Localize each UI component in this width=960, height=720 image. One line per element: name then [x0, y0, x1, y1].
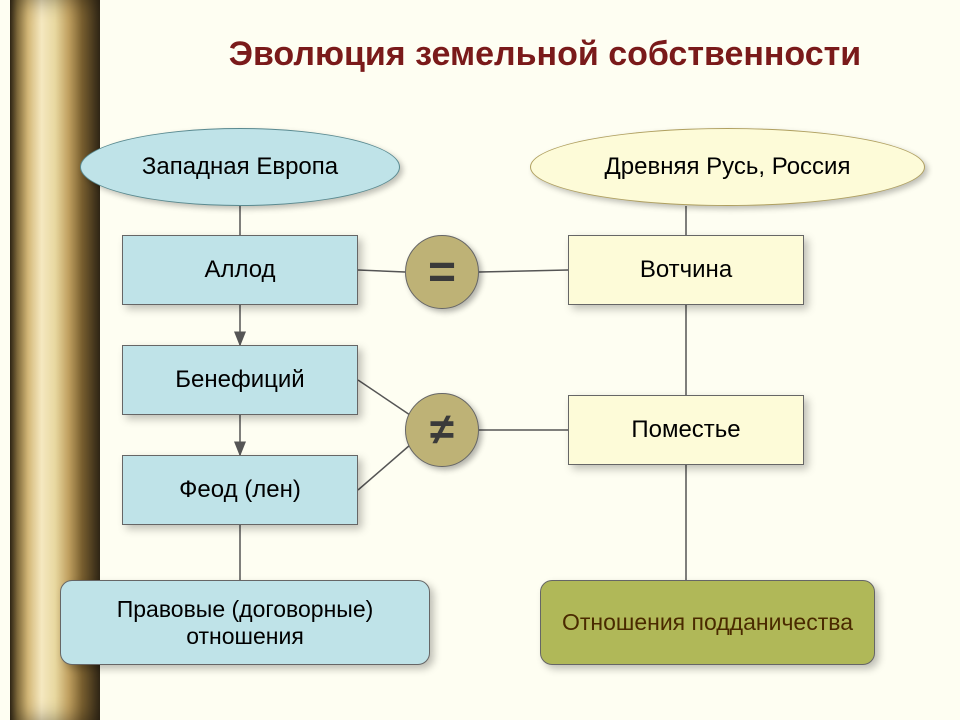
- box-votchina: Вотчина: [568, 235, 804, 305]
- symbol-label: ≠: [430, 405, 454, 455]
- box-allod: Аллод: [122, 235, 358, 305]
- ellipse-ancient-rus: Древняя Русь, Россия: [530, 128, 925, 206]
- symbol-not-equals: ≠: [405, 393, 479, 467]
- box-label: Аллод: [204, 256, 275, 284]
- symbol-equals: =: [405, 235, 479, 309]
- box-legal-relations: Правовые (договорные) отношения: [60, 580, 430, 665]
- box-label: Вотчина: [640, 256, 732, 284]
- box-pomestye: Поместье: [568, 395, 804, 465]
- ellipse-label: Западная Европа: [142, 153, 338, 181]
- box-feod: Феод (лен): [122, 455, 358, 525]
- box-benefice: Бенефиций: [122, 345, 358, 415]
- page-title: Эволюция земельной собственности: [135, 35, 955, 74]
- box-label: Феод (лен): [179, 476, 301, 504]
- symbol-label: =: [428, 245, 456, 300]
- box-subjection-relations: Отношения подданичества: [540, 580, 875, 665]
- box-label: Поместье: [631, 416, 740, 444]
- ellipse-western-europe: Западная Европа: [80, 128, 400, 206]
- box-label: Правовые (договорные) отношения: [71, 596, 419, 650]
- box-label: Бенефиций: [175, 366, 304, 394]
- box-label: Отношения подданичества: [562, 609, 853, 636]
- ellipse-label: Древняя Русь, Россия: [605, 153, 851, 181]
